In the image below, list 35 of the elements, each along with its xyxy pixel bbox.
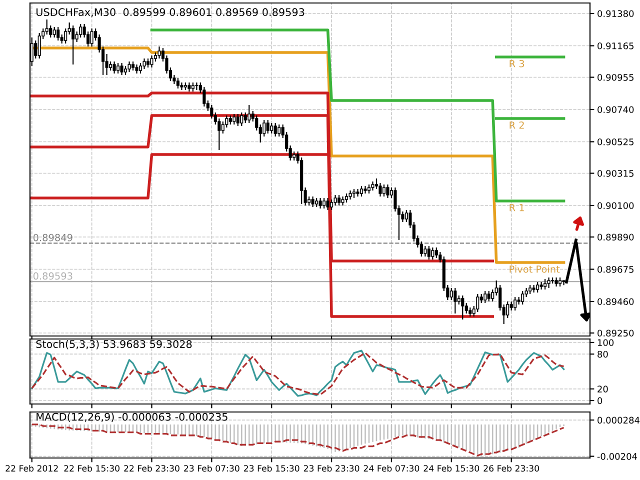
x-tick-label: 26 Feb 23:30: [484, 464, 540, 472]
x-tick-label: 23 Feb 23:30: [304, 464, 360, 472]
y-tick-label: 0.89460: [598, 298, 634, 306]
x-tick-label: 22 Feb 23:30: [124, 464, 180, 472]
y-tick-label: 0.89675: [598, 266, 634, 273]
x-tick-label: 23 Feb 15:30: [244, 464, 300, 472]
x-tick-label: 22 Feb 2012: [6, 464, 58, 472]
annotation: R 1: [510, 204, 524, 212]
x-tick-label: 24 Feb 15:30: [424, 464, 480, 472]
y-tick-label: 0.91380: [598, 10, 634, 18]
ref-line-label: 0.89849: [33, 234, 72, 242]
annotation: R 3: [510, 60, 524, 68]
y-tick-label: -0.00204: [597, 453, 638, 460]
y-tick-label: 80: [598, 350, 608, 358]
y-tick-label: 0.90740: [598, 106, 634, 114]
y-tick-label: 0.000284: [598, 416, 640, 424]
chart-title: Stoch(5,3,3) 53.9683 59.3028: [36, 340, 192, 350]
x-tick-label: 24 Feb 07:30: [364, 464, 420, 472]
y-tick-label: 100: [598, 339, 614, 346]
ref-line-label: 0.89593: [33, 272, 72, 280]
y-tick-label: 20: [598, 386, 608, 392]
chart-title: USDCHFax,M30 0.89599 0.89601 0.89569 0.89593: [36, 8, 304, 18]
y-tick-label: 0: [598, 397, 602, 404]
y-tick-label: 0.89890: [598, 234, 634, 241]
chart-title: MACD(12,26,9) -0.000063 -0.000235: [36, 412, 228, 422]
annotation: R 2: [510, 121, 524, 129]
y-tick-label: 0.90100: [598, 202, 634, 210]
y-tick-label: 0.90525: [598, 138, 634, 146]
y-tick-label: 0.89250: [598, 330, 634, 337]
y-tick-label: 0.90315: [598, 170, 634, 177]
x-tick-label: 22 Feb 15:30: [64, 464, 120, 472]
y-tick-label: 0.91165: [598, 42, 634, 50]
annotation: Pivot Point: [510, 265, 560, 273]
x-tick-label: 23 Feb 07:30: [184, 464, 240, 472]
y-tick-label: 0.90955: [598, 74, 634, 81]
